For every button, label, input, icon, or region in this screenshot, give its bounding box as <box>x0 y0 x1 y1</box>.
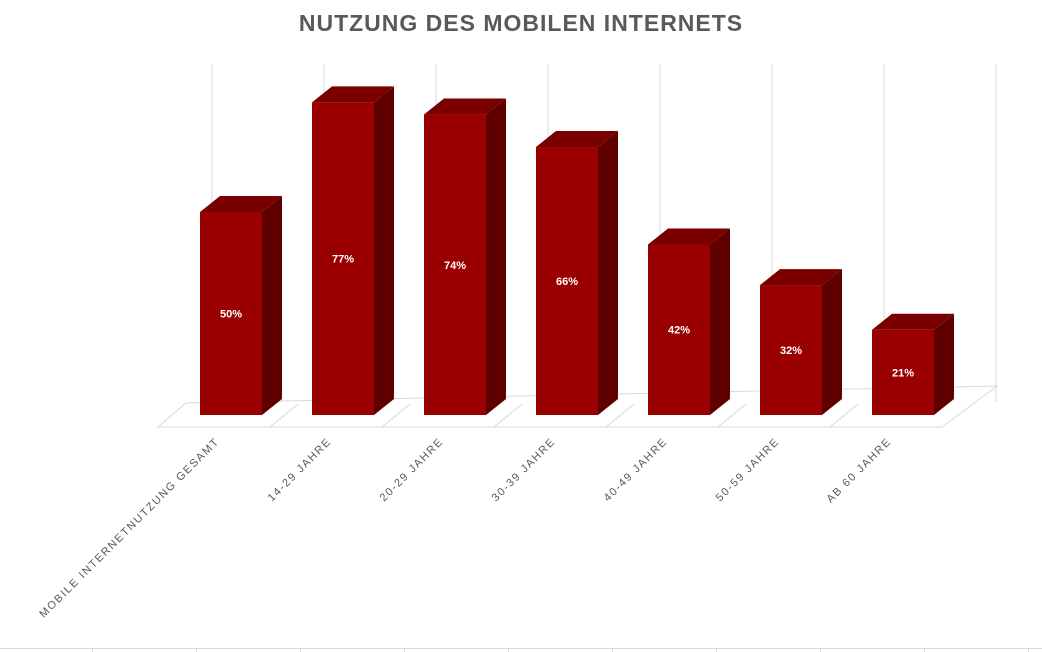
bar-front-face <box>648 244 710 415</box>
bar-series <box>200 86 954 416</box>
bottom-tick <box>820 649 821 652</box>
bar <box>872 313 954 415</box>
floor-outline <box>156 385 999 428</box>
data-labels: 50% 77% 74% 66% 42% 32% 21% <box>220 254 914 380</box>
bottom-tick <box>508 649 509 652</box>
bar-front-face <box>200 212 262 415</box>
x-tick-label: 50-59 JAHRE <box>714 436 782 504</box>
bar-top-face <box>648 228 730 245</box>
data-label: 42% <box>668 325 690 337</box>
floor-divider <box>493 403 523 428</box>
bottom-tick <box>196 649 197 652</box>
bar-side-face <box>486 98 506 415</box>
bar <box>536 131 618 416</box>
data-label: 32% <box>780 345 802 357</box>
bar-top-face <box>200 196 282 212</box>
bottom-tick <box>612 649 613 652</box>
bar-top-face <box>760 269 842 286</box>
floor-divider <box>829 403 859 428</box>
bar-top-face <box>872 313 954 330</box>
x-axis-tick-labels: MOBILE INTERNETNUTZUNG GESAMT 14-29 JAHRE… <box>37 436 894 621</box>
floor-divider <box>381 403 411 428</box>
bottom-tick <box>716 649 717 652</box>
bar-top-face <box>312 86 394 103</box>
x-tick-label: 40-49 JAHRE <box>602 436 670 504</box>
data-label: 21% <box>892 367 914 379</box>
data-label: 77% <box>332 254 354 266</box>
x-tick-label: MOBILE INTERNETNUTZUNG GESAMT <box>37 436 222 621</box>
bar-side-face <box>822 269 842 415</box>
bar-front-face <box>760 285 822 415</box>
bar-front-face <box>424 114 486 415</box>
floor-divider <box>605 403 635 428</box>
bar <box>648 228 730 415</box>
bar-front-face <box>536 147 598 416</box>
bar <box>424 98 506 415</box>
bar-top-face <box>536 131 618 148</box>
x-tick-label: 20-29 JAHRE <box>378 436 446 504</box>
data-label: 50% <box>220 309 242 321</box>
bar-side-face <box>710 228 730 415</box>
bottom-tick <box>924 649 925 652</box>
bar-front-face <box>312 102 374 415</box>
bottom-tick <box>300 649 301 652</box>
x-tick-label: 14-29 JAHRE <box>266 436 334 504</box>
bar-side-face <box>598 131 618 416</box>
bar-side-face <box>374 86 394 415</box>
floor-divider <box>269 403 299 428</box>
data-label: 66% <box>556 276 578 288</box>
data-label: 74% <box>444 260 466 272</box>
bar <box>312 86 394 415</box>
bottom-tick <box>404 649 405 652</box>
x-tick-label: AB 60 JAHRE <box>824 436 894 506</box>
x-tick-label: 30-39 JAHRE <box>490 436 558 504</box>
bar-front-face <box>872 329 934 415</box>
bottom-divider <box>0 648 1042 649</box>
bottom-tick <box>1028 649 1029 652</box>
bar <box>200 196 282 415</box>
bar <box>760 269 842 415</box>
bar-side-face <box>262 196 282 415</box>
floor-divider <box>717 403 747 428</box>
bottom-tick <box>92 649 93 652</box>
chart-title: NUTZUNG DES MOBILEN INTERNETS <box>298 10 744 36</box>
bar-top-face <box>424 98 506 115</box>
bar-side-face <box>934 313 954 415</box>
